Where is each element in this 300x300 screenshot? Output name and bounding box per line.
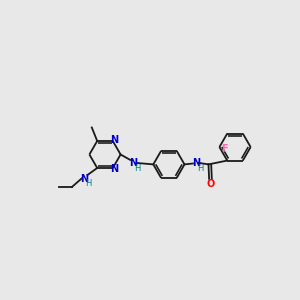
- Text: H: H: [197, 164, 203, 173]
- Text: N: N: [80, 173, 89, 184]
- Text: N: N: [110, 164, 118, 174]
- Text: H: H: [85, 179, 92, 188]
- Text: O: O: [206, 178, 214, 189]
- Text: N: N: [129, 158, 137, 168]
- Text: N: N: [192, 158, 200, 168]
- Text: N: N: [110, 135, 118, 146]
- Text: F: F: [221, 144, 228, 154]
- Text: H: H: [134, 164, 141, 173]
